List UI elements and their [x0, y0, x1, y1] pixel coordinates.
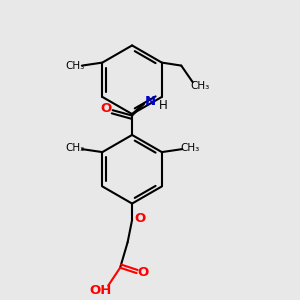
Text: CH₃: CH₃ — [65, 142, 84, 153]
Text: CH₃: CH₃ — [180, 142, 199, 153]
Text: O: O — [134, 212, 145, 225]
Text: H: H — [159, 99, 168, 112]
Text: CH₃: CH₃ — [190, 81, 210, 91]
Text: N: N — [145, 95, 156, 108]
Text: OH: OH — [89, 284, 112, 298]
Text: O: O — [137, 266, 149, 279]
Text: O: O — [100, 102, 112, 115]
Text: CH₃: CH₃ — [65, 61, 84, 70]
